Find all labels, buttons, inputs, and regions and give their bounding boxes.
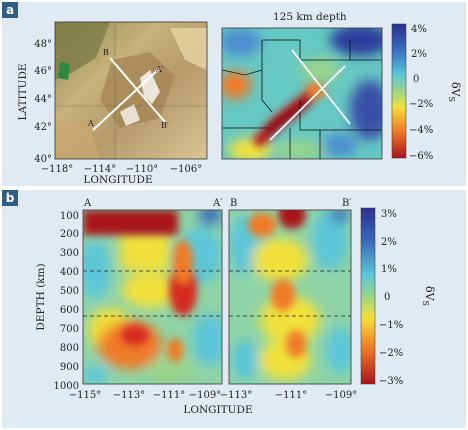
section-b-tick-113: −113° [220, 390, 252, 401]
depth-tick-900: 900 [60, 362, 79, 373]
colorbar-b-tick-2: 2% [381, 237, 397, 248]
panel-b-label: b [2, 190, 18, 206]
section-a-tick-109: −109° [189, 390, 221, 401]
map-label-b: B [103, 48, 109, 57]
panel-a-y-axis-label: LATITUDE [17, 63, 29, 120]
map-label-a: A [87, 119, 94, 128]
panel-b-axes: 100 200 300 400 500 600 700 800 900 1000… [35, 211, 357, 416]
colorbar-b-tick-1: 1% [381, 264, 397, 275]
colorbar-b-label: δVS [421, 286, 436, 306]
depth-tick-600: 600 [60, 305, 79, 316]
profile-line-bb [109, 57, 166, 123]
colorbar-b-tick-3: 3% [381, 209, 397, 220]
longitude-tick-106: −106° [170, 164, 202, 175]
colorbar-b: 3% 2% 1% 0 −1% −2% −3% δVS [360, 207, 436, 387]
map-label-a-prime: A′ [155, 65, 164, 74]
section-b-tick-111: −111° [275, 390, 307, 401]
panel-a-x-axis-label: LONGITUDE [83, 174, 152, 186]
panel-b-x-axis-label: LONGITUDE [183, 404, 252, 416]
depth-tick-100: 100 [60, 211, 79, 222]
map-profile-bb [291, 49, 351, 125]
depth-tick-300: 300 [60, 248, 79, 259]
colorbar-a-tick-m4: −4% [409, 125, 433, 136]
colorbar-a-tick-2: 2% [411, 49, 427, 60]
latitude-tick-40: 40° [34, 154, 52, 165]
latitude-tick-42: 42° [34, 122, 52, 133]
colorbar-a-label: δVS [447, 82, 462, 102]
section-label-a-prime: A′ [212, 198, 223, 209]
panel-a-axes: 48° 46° 44° 42° 40° −118° −114° −110° −1… [17, 39, 202, 186]
section-a-tick-113: −113° [113, 390, 145, 401]
latitude-tick-44: 44° [34, 94, 52, 105]
panel-b-y-axis-label: DEPTH (km) [35, 263, 47, 330]
colorbar-b-tick-m2: −2% [379, 348, 403, 359]
section-label-b: B [230, 198, 237, 209]
velocity-map-125km [221, 27, 383, 160]
colorbar-b-tick-m1: −1% [379, 320, 403, 331]
colorbar-a-tick-m2: −2% [409, 99, 433, 110]
colorbar-a-tick-0: 0 [413, 74, 419, 85]
profile-line-aa [92, 67, 161, 131]
longitude-tick-110: −110° [126, 164, 158, 175]
colorbar-a-tick-m6: −6% [409, 151, 433, 162]
depth-tick-800: 800 [60, 343, 79, 354]
section-a-tick-111: −111° [153, 390, 185, 401]
panel-a-label: a [2, 2, 18, 18]
map-profile-aa [269, 65, 346, 141]
latitude-tick-46: 46° [34, 66, 52, 77]
longitude-tick-118: −118° [41, 164, 73, 175]
depth-tick-700: 700 [60, 324, 79, 335]
section-label-b-prime: B′ [342, 198, 352, 209]
longitude-tick-114: −114° [84, 164, 116, 175]
depth-tick-500: 500 [60, 286, 79, 297]
latitude-tick-48: 48° [34, 39, 52, 50]
colorbar-a: 4% 2% 0 −2% −4% −6% δVS [391, 23, 462, 162]
map-label-b-prime: B′ [161, 121, 169, 130]
depth-tick-400: 400 [60, 267, 79, 278]
depth-tick-200: 200 [60, 229, 79, 240]
topography-map: A A′ B B′ [54, 21, 208, 160]
map-depth-title: 125 km depth [273, 11, 347, 23]
section-b-tick-109: −109° [325, 390, 357, 401]
section-label-a: A [83, 198, 92, 209]
cross-section-bb [228, 209, 352, 385]
section-a-tick-115: −115° [69, 390, 101, 401]
colorbar-a-tick-4: 4% [411, 24, 427, 35]
cross-section-aa [82, 209, 223, 385]
depth-tick-1000: 1000 [54, 381, 79, 392]
colorbar-b-tick-0: 0 [384, 292, 390, 303]
colorbar-b-tick-m3: −3% [379, 376, 403, 387]
